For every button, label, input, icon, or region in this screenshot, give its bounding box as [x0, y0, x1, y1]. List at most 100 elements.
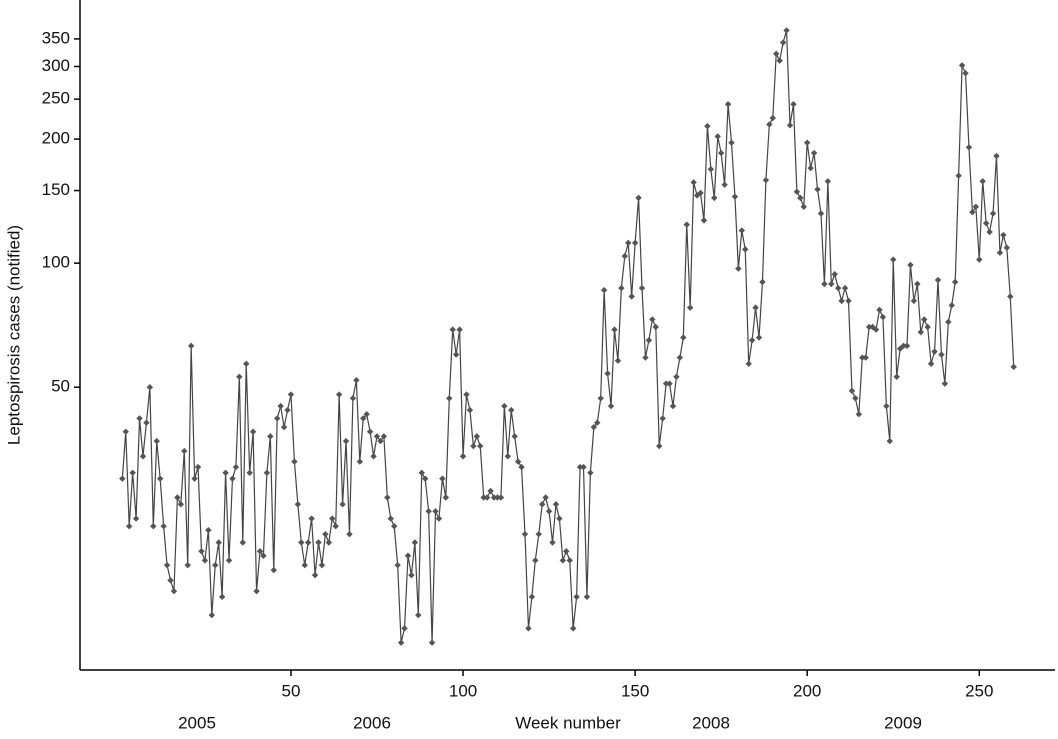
data-point: [721, 181, 728, 188]
data-point: [941, 380, 949, 387]
data-point: [779, 39, 787, 46]
data-point: [659, 415, 666, 422]
data-point: [1010, 363, 1017, 371]
data-point: [776, 57, 783, 64]
data-point: [865, 323, 873, 331]
data-point: [831, 271, 838, 278]
data-point: [463, 391, 470, 398]
data-point: [187, 342, 195, 350]
data-point: [260, 552, 267, 559]
data-point: [539, 501, 546, 508]
data-point: [631, 239, 639, 247]
data-point: [384, 494, 391, 501]
y-tick-label: 100: [42, 253, 70, 272]
data-point: [886, 437, 894, 445]
data-point: [177, 501, 185, 508]
data-point: [380, 433, 388, 440]
data-point: [535, 530, 542, 538]
data-point: [205, 526, 212, 534]
data-point: [360, 415, 367, 422]
data-point: [456, 326, 463, 333]
data-point: [773, 50, 780, 58]
data-point: [786, 122, 794, 129]
year-label: 2005: [178, 713, 216, 732]
data-point: [735, 265, 742, 272]
data-point: [349, 395, 357, 402]
data-point: [910, 297, 918, 305]
data-point: [139, 453, 147, 460]
data-point: [876, 306, 883, 314]
data-point: [335, 391, 343, 398]
data-point: [425, 508, 432, 515]
data-point: [642, 354, 649, 361]
data-point: [521, 530, 529, 538]
data-point: [549, 539, 556, 546]
data-point: [1003, 244, 1011, 251]
data-point: [184, 561, 191, 569]
data-point: [280, 423, 288, 431]
data-point: [532, 557, 539, 564]
data-point: [724, 101, 732, 108]
data-point: [817, 210, 825, 217]
data-point: [415, 611, 422, 619]
data-point: [618, 284, 625, 292]
data-point: [284, 406, 291, 414]
data-point: [800, 203, 807, 211]
data-point: [907, 261, 914, 269]
data-point: [194, 463, 202, 471]
data-point: [583, 593, 591, 601]
data-point: [122, 428, 129, 435]
data-point: [748, 337, 756, 344]
data-point: [229, 475, 236, 482]
x-tick-label: 150: [621, 681, 649, 700]
data-point: [790, 101, 797, 108]
data-point: [198, 548, 205, 555]
data-point: [494, 494, 501, 501]
data-point: [600, 286, 608, 294]
data-point: [924, 323, 931, 331]
data-point: [236, 373, 243, 380]
data-point: [676, 354, 684, 361]
data-point: [449, 326, 456, 333]
y-axis-label: Leptospirosis cases (notified): [4, 225, 23, 445]
data-point: [146, 384, 154, 391]
data-point: [497, 494, 505, 501]
data-point: [160, 523, 167, 530]
data-point: [277, 402, 284, 410]
data-point: [807, 164, 814, 172]
data-point: [604, 370, 611, 377]
data-point: [1007, 293, 1014, 300]
data-point: [263, 469, 271, 476]
year-label: 2006: [353, 713, 391, 732]
data-point: [576, 463, 584, 471]
data-point: [841, 284, 849, 292]
data-point: [308, 515, 315, 522]
y-tick-label: 250: [42, 89, 70, 108]
data-point: [697, 189, 704, 197]
data-point: [404, 552, 412, 559]
data-point: [838, 297, 845, 305]
data-point: [945, 318, 952, 326]
data-point: [714, 133, 721, 140]
data-point: [762, 176, 770, 184]
data-point: [201, 557, 209, 564]
data-point: [397, 639, 405, 646]
data-point: [353, 376, 360, 384]
data-point: [132, 515, 140, 522]
data-point: [594, 419, 601, 426]
data-point: [686, 304, 694, 311]
data-point: [480, 494, 487, 501]
data-point: [607, 402, 615, 410]
data-point: [903, 342, 911, 350]
data-point: [958, 62, 966, 69]
data-point: [490, 494, 498, 501]
data-point: [143, 419, 150, 426]
data-point: [222, 469, 229, 476]
data-point: [483, 494, 491, 501]
data-point: [704, 122, 711, 130]
data-point: [525, 625, 532, 632]
data-point: [804, 139, 811, 146]
y-tick-label: 50: [51, 377, 70, 396]
data-point: [680, 334, 687, 341]
data-point: [893, 373, 900, 380]
